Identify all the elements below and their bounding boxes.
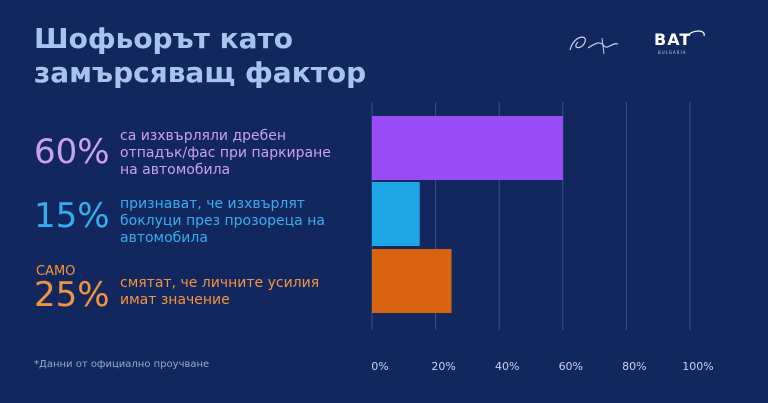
stat-text-3: смятат, че личните усилия имат значение [120,275,320,308]
tick-label-1: 20% [431,360,455,373]
footnote: *Данни от официално проучване [34,359,210,370]
stat-value-1: 60% [34,132,110,172]
title-line-1: Шофьорът като [34,22,293,55]
page-title: Шофьорът като замърсяващ фактор [34,22,374,90]
stat-prefix-3: САМО [36,264,76,279]
stat-text-2: признават, че изхвърлят боклуци през про… [120,196,325,246]
bat-logo-sub: BULGARIA [658,50,687,55]
stat-text-1: са изхвърляли дребен отпадък/фас при пар… [120,128,331,178]
bat-logo: BAT [654,30,691,49]
tick-label-5: 100% [682,360,713,373]
logos: BAT BULGARIA [560,26,720,66]
bar-3 [372,249,452,313]
tick-label-2: 40% [495,360,519,373]
bar-1 [372,116,563,180]
stat-value-2: 15% [34,196,110,236]
tick-label-3: 60% [559,360,583,373]
bat-logo-text: BAT [654,30,692,49]
bat-swoosh-icon [683,30,705,39]
tick-label-4: 80% [622,360,646,373]
bar-2 [372,182,420,246]
stat-value-3: 25% [34,275,110,315]
title-line-2: замърсяващ фактор [34,56,367,89]
pioneer-logo [569,36,619,55]
tick-label-0: 0% [371,360,388,373]
